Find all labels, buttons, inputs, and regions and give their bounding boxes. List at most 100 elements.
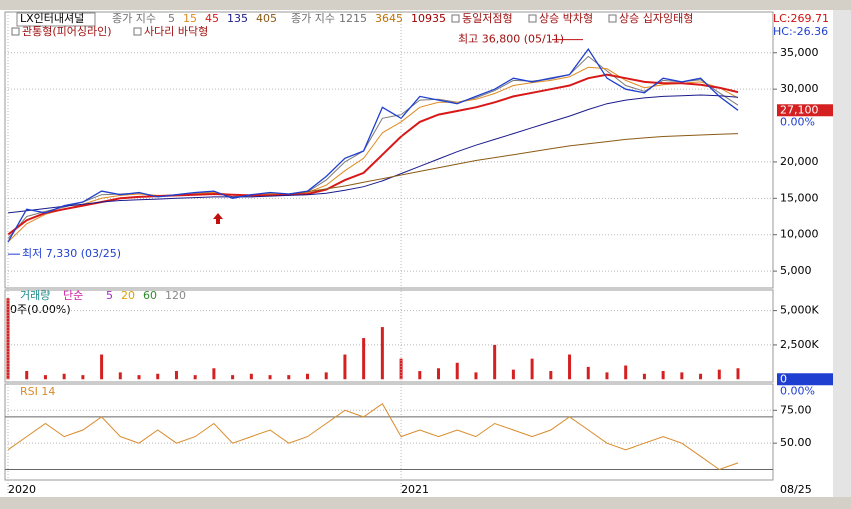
volume-bar bbox=[324, 372, 328, 380]
pattern-label: 동일저점형 bbox=[462, 11, 513, 25]
volume-bar bbox=[661, 371, 665, 380]
legend-entry: 5 bbox=[168, 12, 175, 25]
pattern-label: 상승 십자잉태형 bbox=[619, 12, 693, 25]
y-tick-label: 50.00 bbox=[780, 436, 812, 449]
pattern-icon bbox=[608, 14, 617, 23]
ma-line bbox=[7, 55, 739, 239]
ma-line bbox=[7, 66, 739, 243]
volume-bar bbox=[699, 373, 703, 380]
volume-bar bbox=[493, 344, 497, 380]
legend-entry: 45 bbox=[205, 12, 219, 25]
volume-bar bbox=[605, 372, 609, 380]
y-tick-label: 2,500K bbox=[780, 338, 819, 351]
legend-entry: 120 bbox=[165, 289, 186, 302]
volume-bar bbox=[118, 372, 122, 380]
y-tick-label: 75.00 bbox=[780, 403, 812, 416]
volume-bar bbox=[137, 375, 141, 380]
y-tick-label: 10,000 bbox=[780, 228, 819, 241]
volume-bar bbox=[212, 368, 216, 380]
volume-bar bbox=[100, 354, 104, 380]
volume-bar bbox=[418, 371, 422, 380]
legend-entry: 405 bbox=[256, 12, 277, 25]
volume-ma-prefix: 단순 bbox=[63, 289, 83, 302]
volume-panel bbox=[4, 289, 774, 383]
volume-info: 0주(0.00%) bbox=[10, 303, 71, 316]
rsi-line bbox=[7, 402, 739, 471]
volume-bar bbox=[6, 298, 10, 380]
legend-entry: 1215 bbox=[339, 12, 367, 25]
last-box bbox=[777, 373, 833, 386]
change-label: 0.00% bbox=[780, 115, 815, 128]
volume-bar bbox=[474, 372, 478, 380]
ma-line bbox=[288, 133, 739, 195]
hc-label: HC:-26.36 bbox=[773, 25, 828, 38]
volume-bar bbox=[174, 371, 178, 380]
volume-bar bbox=[156, 373, 160, 380]
price-panel bbox=[4, 11, 774, 289]
annotation: 최저 7,330 (03/25) bbox=[22, 247, 121, 260]
volume-bar bbox=[287, 375, 291, 380]
scrollbar[interactable] bbox=[833, 10, 851, 509]
volume-bar bbox=[717, 369, 721, 380]
volume-bar bbox=[586, 366, 590, 380]
last-label: 0 bbox=[780, 372, 787, 385]
volume-bar bbox=[249, 373, 253, 380]
lc-label: LC:269.71 bbox=[773, 12, 829, 25]
ticker-box bbox=[16, 12, 96, 27]
y-tick-label: 15,000 bbox=[780, 191, 819, 204]
volume-bar bbox=[624, 365, 628, 380]
volume-bar bbox=[62, 373, 66, 380]
x-tick-label: 2020 bbox=[8, 483, 36, 496]
pattern-arrow bbox=[213, 213, 223, 224]
volume-bar bbox=[399, 358, 403, 380]
volume-bar bbox=[343, 354, 347, 380]
volume-bar bbox=[231, 375, 235, 380]
volume-bar bbox=[549, 371, 553, 380]
volume-bar bbox=[530, 358, 534, 380]
pattern-label: 상승 박차형 bbox=[539, 12, 593, 25]
volume-bar bbox=[268, 375, 272, 380]
pattern-icon bbox=[528, 14, 537, 23]
bottom-bar bbox=[0, 497, 851, 509]
y-tick-label: 5,000 bbox=[780, 264, 812, 277]
volume-bar bbox=[437, 368, 441, 380]
volume-bar bbox=[25, 371, 29, 380]
ma-prefix: 종가 지수 bbox=[291, 12, 335, 25]
y-tick-label: 30,000 bbox=[780, 82, 819, 95]
legend-entry: 5 bbox=[106, 289, 113, 302]
volume-bar bbox=[81, 375, 85, 380]
x-tick-label: 2021 bbox=[401, 483, 429, 496]
volume-bar bbox=[305, 373, 309, 380]
volume-title: 거래량 bbox=[20, 289, 50, 302]
legend-entry: 135 bbox=[227, 12, 248, 25]
price-line bbox=[7, 47, 739, 243]
volume-bar bbox=[380, 327, 384, 380]
volume-bar bbox=[680, 372, 684, 380]
volume-bar bbox=[642, 373, 646, 380]
volume-bar bbox=[43, 375, 47, 380]
pattern-label: 관통형(피어싱라인) bbox=[22, 25, 112, 38]
volume-bar bbox=[455, 362, 459, 380]
pattern-icon bbox=[11, 27, 20, 36]
ma-line bbox=[7, 94, 739, 214]
pattern-label: 사다리 바닥형 bbox=[144, 25, 208, 38]
pattern-icon bbox=[451, 14, 460, 23]
ma-prefix: 종가 지수 bbox=[112, 12, 156, 25]
ticker: LX인터내셔널 bbox=[20, 12, 84, 25]
volume-bar bbox=[736, 368, 740, 380]
legend-entry: 3645 bbox=[375, 12, 403, 25]
legend-entry: 60 bbox=[143, 289, 157, 302]
last-label: 27,100 bbox=[780, 103, 819, 116]
rsi-title: RSI 14 bbox=[20, 385, 55, 398]
annotation: 최고 36,800 (05/11) bbox=[458, 33, 564, 46]
rsi-panel bbox=[4, 383, 774, 481]
pattern-icon bbox=[133, 27, 142, 36]
last-box bbox=[777, 104, 833, 117]
date-label: 08/25 bbox=[780, 483, 812, 496]
volume-bar bbox=[568, 354, 572, 380]
change-label: 0.00% bbox=[780, 384, 815, 397]
legend-entry: 15 bbox=[183, 12, 197, 25]
y-tick-label: 35,000 bbox=[780, 46, 819, 59]
